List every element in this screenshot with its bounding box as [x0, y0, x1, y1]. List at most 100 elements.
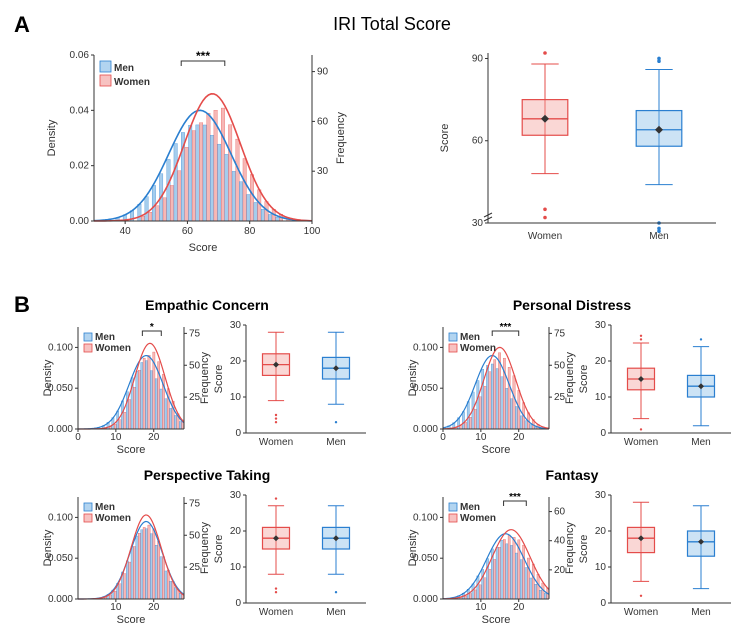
svg-text:0.000: 0.000 [413, 594, 438, 605]
svg-text:Women: Women [259, 607, 293, 618]
svg-text:20: 20 [148, 602, 160, 613]
svg-text:60: 60 [554, 507, 566, 518]
svg-text:Score: Score [482, 444, 511, 456]
svg-text:Frequency: Frequency [564, 522, 576, 574]
svg-text:20: 20 [595, 526, 607, 537]
svg-text:Score: Score [578, 365, 590, 394]
svg-text:30: 30 [317, 166, 329, 177]
panel-b-fa: Fantasy 10200.0000.0500.100204060ScoreDe… [407, 467, 737, 627]
svg-text:Men: Men [460, 332, 480, 343]
svg-text:60: 60 [472, 136, 484, 147]
svg-text:Women: Women [259, 437, 293, 448]
svg-text:30: 30 [595, 490, 607, 501]
svg-text:Men: Men [691, 437, 710, 448]
svg-text:0.000: 0.000 [48, 594, 73, 605]
svg-text:0: 0 [600, 428, 606, 439]
svg-text:Women: Women [114, 77, 150, 88]
chart-title-pd: Personal Distress [407, 297, 737, 313]
panel-a-label: A [14, 12, 30, 38]
svg-text:Density: Density [42, 529, 54, 566]
svg-text:Score: Score [213, 365, 225, 394]
svg-text:10: 10 [475, 432, 487, 443]
svg-text:30: 30 [230, 490, 242, 501]
chart-title-fa: Fantasy [407, 467, 737, 483]
svg-text:Men: Men [691, 607, 710, 618]
svg-text:100: 100 [304, 226, 321, 237]
svg-text:Men: Men [95, 332, 115, 343]
svg-text:Men: Men [649, 231, 668, 242]
svg-text:0: 0 [235, 428, 241, 439]
svg-text:Women: Women [95, 513, 131, 524]
svg-text:90: 90 [472, 53, 484, 64]
svg-text:0.100: 0.100 [48, 512, 73, 523]
svg-text:Men: Men [326, 607, 345, 618]
svg-text:20: 20 [230, 356, 242, 367]
svg-text:20: 20 [148, 432, 160, 443]
svg-text:Score: Score [117, 444, 146, 456]
panel-a-box: Women Men 30 60 90 Score [432, 37, 732, 257]
svg-text:Score: Score [213, 535, 225, 564]
svg-text:0.100: 0.100 [413, 342, 438, 353]
svg-text:Score: Score [117, 614, 146, 626]
svg-text:0.000: 0.000 [413, 424, 438, 435]
svg-text:40: 40 [120, 226, 132, 237]
panel-b-ec: Empathic Concern 010200.0000.0500.100255… [42, 297, 372, 457]
svg-text:0: 0 [440, 432, 446, 443]
svg-text:***: *** [196, 49, 210, 63]
svg-text:20: 20 [513, 602, 525, 613]
svg-text:10: 10 [230, 392, 242, 403]
svg-text:30: 30 [472, 218, 484, 229]
svg-text:90: 90 [317, 67, 329, 78]
svg-text:30: 30 [230, 320, 242, 331]
svg-text:Frequency: Frequency [199, 522, 211, 574]
svg-text:Density: Density [407, 529, 419, 566]
svg-text:Frequency: Frequency [564, 352, 576, 404]
svg-text:Score: Score [439, 124, 451, 153]
svg-text:Score: Score [578, 535, 590, 564]
svg-text:Density: Density [407, 359, 419, 396]
svg-text:30: 30 [595, 320, 607, 331]
svg-text:10: 10 [595, 562, 607, 573]
svg-text:Men: Men [326, 437, 345, 448]
svg-text:Density: Density [46, 119, 58, 156]
svg-text:0.00: 0.00 [70, 216, 90, 227]
svg-text:Men: Men [95, 502, 115, 513]
panel-b-pt: Perspective Taking 10200.0000.0500.10025… [42, 467, 372, 627]
svg-text:0: 0 [235, 598, 241, 609]
svg-text:Men: Men [460, 502, 480, 513]
svg-text:Men: Men [114, 63, 134, 74]
svg-text:10: 10 [110, 602, 122, 613]
svg-text:Frequency: Frequency [199, 352, 211, 404]
svg-text:75: 75 [554, 328, 566, 339]
panel-b-pd: Personal Distress 010200.0000.0500.10025… [407, 297, 737, 457]
chart-title-ec: Empathic Concern [42, 297, 372, 313]
svg-text:80: 80 [244, 226, 256, 237]
svg-text:10: 10 [110, 432, 122, 443]
svg-text:75: 75 [189, 498, 201, 509]
svg-text:20: 20 [230, 526, 242, 537]
svg-text:0.02: 0.02 [70, 161, 90, 172]
svg-text:75: 75 [189, 328, 201, 339]
svg-text:20: 20 [513, 432, 525, 443]
svg-text:10: 10 [595, 392, 607, 403]
panel-a-title: IRI Total Score [312, 14, 472, 35]
figure-container: A IRI Total Score 4060801000.000.020.040… [12, 12, 737, 632]
chart-title-pt: Perspective Taking [42, 467, 372, 483]
svg-text:20: 20 [595, 356, 607, 367]
svg-text:0.000: 0.000 [48, 424, 73, 435]
svg-text:0.100: 0.100 [413, 512, 438, 523]
svg-text:10: 10 [230, 562, 242, 573]
svg-text:0: 0 [75, 432, 81, 443]
svg-text:Women: Women [528, 231, 562, 242]
svg-text:Women: Women [460, 343, 496, 354]
panel-b-label: B [14, 292, 30, 318]
svg-text:*: * [150, 322, 154, 333]
svg-text:60: 60 [182, 226, 194, 237]
svg-text:0.06: 0.06 [70, 50, 90, 61]
svg-text:0.04: 0.04 [70, 105, 90, 116]
svg-text:0: 0 [600, 598, 606, 609]
svg-text:60: 60 [317, 116, 329, 127]
svg-text:10: 10 [475, 602, 487, 613]
svg-text:0.100: 0.100 [48, 342, 73, 353]
svg-text:***: *** [500, 322, 512, 333]
